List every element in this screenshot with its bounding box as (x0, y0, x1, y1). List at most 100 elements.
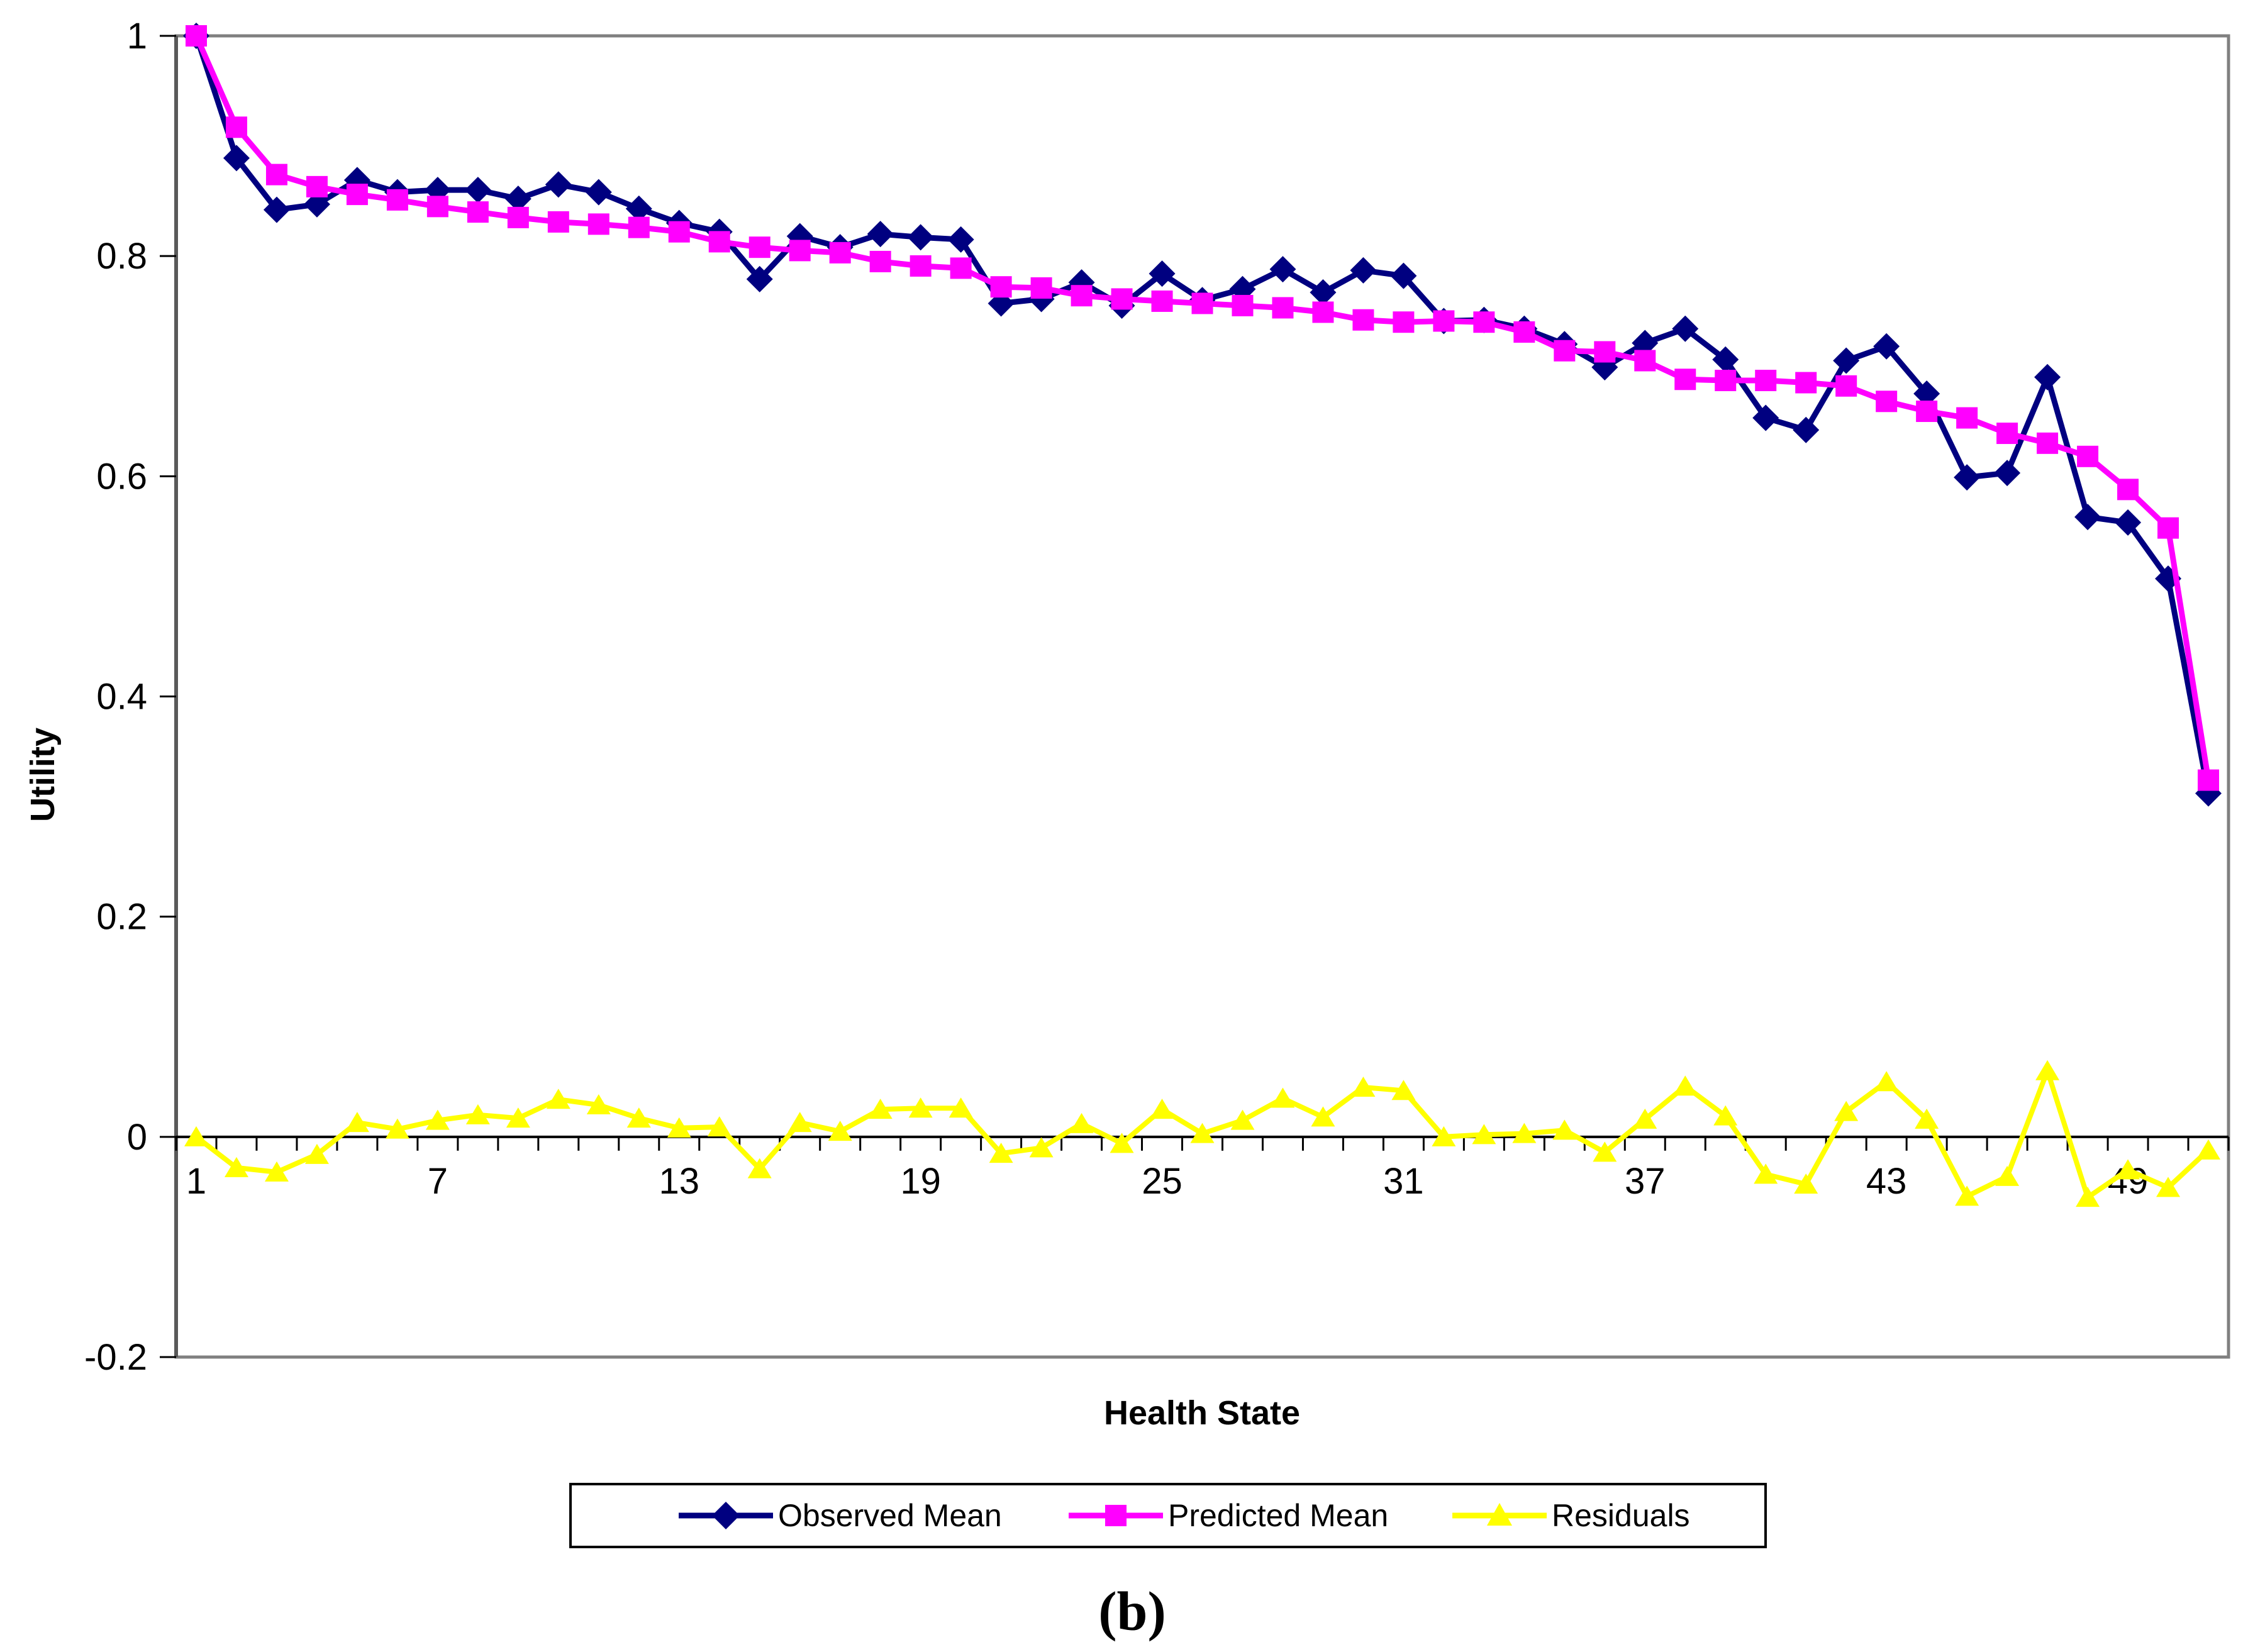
chart-legend: Observed Mean Predicted Mean Residuals (569, 1483, 1767, 1548)
series-observed-mean-marker (1149, 260, 1176, 287)
series-residuals-marker (506, 1107, 530, 1128)
x-tick-label-43: 43 (1866, 1161, 1907, 1202)
series-predicted-mean-marker (2037, 432, 2059, 454)
y-tick-label-0.6: 0.6 (96, 456, 147, 497)
x-tick-label-25: 25 (1142, 1161, 1183, 1202)
series-residuals-marker (707, 1116, 732, 1137)
plot-border (174, 34, 2230, 1359)
series-predicted-mean-marker (910, 255, 932, 277)
series-residuals-marker (1552, 1119, 1577, 1140)
series-predicted-mean-marker (1232, 294, 1254, 316)
figure-caption: (b) (1098, 1581, 1166, 1643)
series-residuals-marker (1432, 1126, 1456, 1146)
series-predicted-mean-marker (1755, 370, 1777, 392)
legend-entry-predicted-mean: Predicted Mean (1069, 1497, 1388, 1534)
x-tick-label-13: 13 (659, 1161, 699, 1202)
series-predicted-mean-marker (1191, 292, 1213, 314)
series-residuals-marker (224, 1156, 248, 1177)
series-observed-mean-marker (625, 195, 652, 222)
series-observed-mean-marker (1752, 404, 1779, 431)
series-observed-mean-marker (1712, 346, 1739, 373)
predicted-mean-marker-icon (1069, 1505, 1163, 1526)
series-residuals-marker (949, 1097, 973, 1118)
series-residuals-marker (1150, 1099, 1174, 1119)
series-residuals-marker (868, 1099, 893, 1119)
series-observed-mean-marker (464, 177, 491, 204)
series-residuals-marker (1230, 1109, 1255, 1130)
series-observed-mean-marker (1350, 257, 1377, 284)
series-predicted-mean-marker (1513, 321, 1535, 343)
series-predicted-mean-marker (1594, 341, 1616, 363)
series-residuals-marker (1955, 1185, 1979, 1206)
series-observed-mean-marker (1833, 347, 1860, 374)
series-residuals-marker (1995, 1165, 2020, 1186)
series-observed-mean-marker (1994, 460, 2021, 487)
series-predicted-mean-marker (1473, 311, 1495, 333)
series-residuals-marker (264, 1161, 289, 1182)
series-predicted-mean-marker (1715, 370, 1737, 392)
series-residuals-marker (1512, 1123, 1537, 1143)
series-predicted-mean-marker (1956, 407, 1978, 429)
series-residuals-marker (546, 1089, 570, 1109)
series-residuals-marker (626, 1107, 651, 1128)
series-predicted-mean-marker (426, 196, 448, 218)
series-residuals-marker (184, 1126, 208, 1146)
series-residuals-marker (385, 1118, 409, 1139)
legend-entry-residuals: Residuals (1452, 1497, 1690, 1534)
legend-label-observed-mean: Observed Mean (778, 1498, 1002, 1533)
series-predicted-mean-marker (587, 213, 609, 235)
series-observed-mean-marker (907, 224, 934, 251)
series-residuals-marker (586, 1094, 611, 1115)
y-axis-title: Utility (24, 727, 62, 823)
series-predicted-mean-marker (789, 240, 811, 262)
series-observed-mean-marker (585, 179, 612, 206)
series-residuals-marker (1794, 1173, 1818, 1194)
residuals-marker-icon (1452, 1503, 1547, 1526)
series-residuals-marker (989, 1143, 1013, 1163)
series-observed-mean-marker (1390, 262, 1417, 289)
series-predicted-mean-marker (2117, 479, 2139, 501)
series-predicted-mean-marker (1433, 310, 1455, 332)
series-residuals-marker (1271, 1087, 1295, 1108)
series-predicted-mean-marker (1030, 277, 1052, 299)
series-predicted-mean-marker (1393, 311, 1415, 333)
x-tick-label-7: 7 (428, 1161, 448, 1202)
series-observed-mean-marker (746, 265, 773, 292)
series-predicted-mean-marker (950, 257, 972, 279)
series-predicted-mean-marker (869, 250, 891, 272)
series-residuals-marker (425, 1109, 450, 1130)
x-tick-label-37: 37 (1625, 1161, 1666, 1202)
series-observed-mean-marker (2115, 509, 2142, 536)
series-observed-mean-marker (2034, 363, 2061, 391)
series-predicted-mean-marker (1996, 423, 2018, 445)
series-observed-mean-marker (1913, 380, 1940, 407)
series-observed-mean-marker (223, 145, 250, 172)
series-predicted-mean-marker (507, 206, 529, 228)
series-residuals-marker (2156, 1177, 2181, 1197)
x-tick-label-1: 1 (186, 1161, 206, 1202)
y-tick-label-0.2: 0.2 (96, 897, 147, 938)
series-residuals-marker (2196, 1139, 2221, 1160)
series-residuals-marker (1673, 1075, 1698, 1096)
series-observed-mean-marker (947, 226, 974, 253)
series-residuals-marker (2076, 1187, 2100, 1207)
series-predicted-mean-marker (386, 189, 408, 211)
y-tick-label-0.4: 0.4 (96, 677, 147, 718)
series-predicted-mean-marker (185, 25, 207, 47)
series-predicted-mean-marker (467, 201, 489, 223)
series-residuals-marker (1834, 1100, 1859, 1121)
series-observed-mean-marker (1310, 279, 1337, 306)
series-residuals-marker (908, 1097, 933, 1118)
series-predicted-mean-marker (306, 175, 328, 197)
series-residuals-marker (1029, 1137, 1054, 1158)
series-residuals-marker (1472, 1124, 1496, 1145)
series-predicted-mean-marker (1674, 369, 1696, 391)
series-residuals-marker (1069, 1112, 1094, 1133)
series-predicted-mean-marker (225, 116, 247, 138)
series-residuals-marker (1311, 1106, 1335, 1127)
series-predicted-mean-marker (668, 221, 690, 243)
series-predicted-mean-marker (547, 211, 569, 233)
series-predicted-mean-marker (1795, 372, 1817, 394)
